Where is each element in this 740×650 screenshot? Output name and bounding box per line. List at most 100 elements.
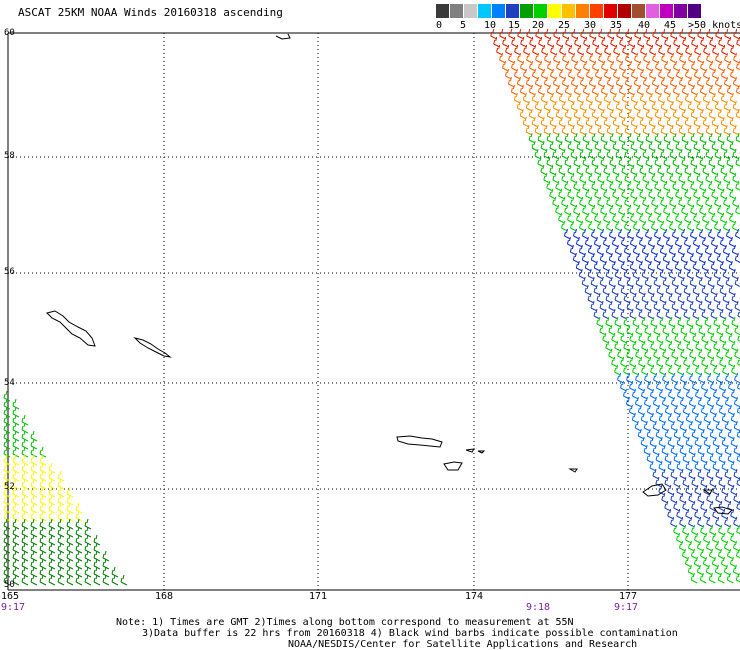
- wind-barb: [555, 108, 563, 120]
- wind-barb: [511, 60, 518, 72]
- wind-barb: [677, 364, 684, 376]
- wind-barb: [563, 228, 571, 240]
- wind-barb: [496, 44, 503, 56]
- wind-barb: [680, 252, 688, 264]
- wind-barb: [606, 196, 613, 208]
- wind-barb: [584, 236, 592, 248]
- wind-barb: [670, 444, 678, 456]
- wind-barb: [676, 532, 683, 544]
- wind-barb: [696, 196, 703, 208]
- wind-barb: [606, 148, 614, 160]
- wind-barb: [624, 148, 632, 160]
- wind-barb: [735, 108, 740, 119]
- wind-barb: [573, 84, 581, 96]
- wind-barb: [578, 244, 586, 256]
- wind-barb: [631, 44, 638, 56]
- wind-barb: [571, 52, 578, 64]
- wind-barb: [719, 260, 727, 272]
- wind-barb: [600, 108, 608, 120]
- wind-barb: [658, 484, 666, 496]
- wind-barb: [586, 68, 593, 80]
- wind-barb: [627, 180, 635, 192]
- wind-barb: [730, 412, 738, 424]
- wind-barb: [544, 52, 551, 64]
- wind-barb: [553, 28, 560, 40]
- island-saint-matthew: [275, 33, 291, 40]
- wind-barb: [643, 420, 651, 432]
- wind-barb: [588, 172, 596, 184]
- wind-barb: [623, 292, 631, 304]
- wind-barb: [708, 84, 716, 96]
- wind-barb: [535, 52, 542, 64]
- wind-barb: [710, 236, 718, 248]
- wind-barb: [576, 140, 584, 152]
- wind-barb: [615, 148, 623, 160]
- wind-barb: [682, 524, 689, 536]
- islet-2: [477, 450, 486, 454]
- wind-barb: [629, 236, 637, 248]
- wind-barb: [713, 364, 720, 376]
- wind-barb: [604, 68, 611, 80]
- wind-barb: [714, 220, 721, 232]
- wind-barb: [596, 316, 604, 328]
- wind-barb: [674, 380, 681, 392]
- wind-barb: [734, 300, 740, 312]
- wind-barb: [704, 340, 711, 352]
- wind-barb: [708, 156, 716, 168]
- wind-barb: [647, 284, 655, 296]
- wind-barb: [549, 116, 557, 128]
- wind-barb: [594, 92, 602, 104]
- wind-barb: [669, 100, 677, 112]
- wind-barb: [711, 556, 719, 568]
- wind-barb: [637, 36, 644, 48]
- wind-barb: [735, 548, 740, 559]
- wind-barb: [556, 60, 563, 72]
- wind-barb: [12, 574, 20, 586]
- wind-barb: [662, 372, 669, 384]
- wind-barb: [621, 92, 629, 104]
- wind-barb: [702, 556, 710, 568]
- wind-barb: [669, 124, 677, 136]
- wind-barb: [684, 212, 691, 224]
- wind-barb: [644, 300, 652, 312]
- wind-barb: [705, 196, 712, 208]
- wind-barb: [704, 268, 712, 280]
- wind-barb: [672, 108, 680, 120]
- wind-barb: [685, 532, 692, 544]
- wind-barb: [622, 44, 629, 56]
- wind-barb: [687, 172, 695, 184]
- wind-barb: [692, 260, 700, 272]
- wind-barb: [674, 356, 681, 368]
- wind-barb: [707, 276, 715, 288]
- wind-barb: [689, 276, 697, 288]
- lat-label: 52: [4, 482, 15, 492]
- wind-barb: [603, 116, 611, 128]
- wind-barb: [572, 228, 580, 240]
- wind-barb: [635, 324, 643, 336]
- wind-barb: [662, 324, 670, 336]
- wind-barb: [640, 44, 647, 56]
- wind-barb: [663, 108, 671, 120]
- wind-barb: [722, 268, 730, 280]
- wind-barb: [599, 228, 607, 240]
- wind-barb: [519, 84, 527, 96]
- wind-barb: [712, 532, 719, 544]
- wind-barb: [625, 52, 632, 64]
- wind-barb: [576, 188, 583, 200]
- island-aleutian-west: [642, 483, 667, 497]
- wind-barb: [724, 396, 732, 408]
- wind-barb: [617, 276, 625, 288]
- wind-barb: [690, 108, 698, 120]
- wind-barb: [102, 574, 110, 586]
- wind-barb: [570, 172, 578, 184]
- wind-barb: [620, 236, 628, 248]
- wind-barb: [728, 308, 736, 320]
- wind-barb: [710, 284, 718, 296]
- wind-barb: [609, 108, 617, 120]
- wind-barb: [697, 444, 705, 456]
- wind-barb: [647, 236, 655, 248]
- wind-barb: [590, 228, 598, 240]
- wind-barb: [585, 212, 592, 224]
- wind-barb: [630, 164, 638, 176]
- wind-barb: [561, 76, 569, 88]
